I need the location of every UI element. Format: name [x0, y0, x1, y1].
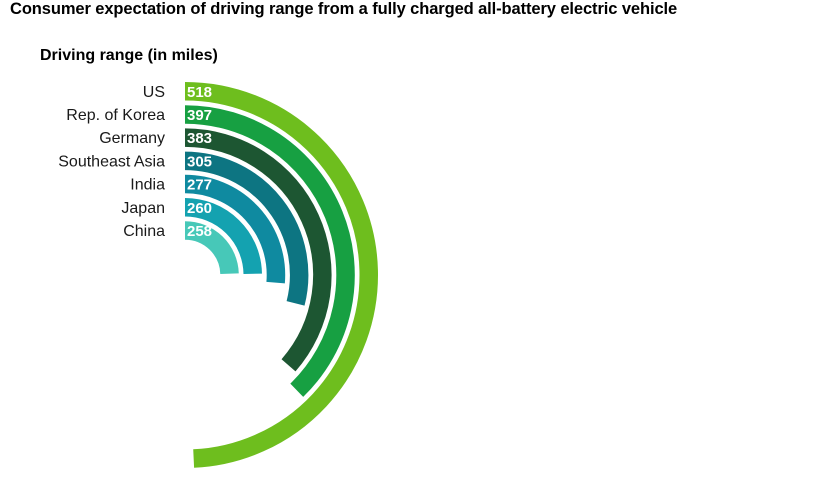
arc-us — [184, 82, 378, 468]
value-label-southeast-asia: 305 — [187, 153, 212, 170]
arc-china — [184, 221, 239, 275]
value-label-us: 518 — [187, 84, 212, 101]
category-label-china: China — [123, 223, 165, 240]
chart-title: Consumer expectation of driving range fr… — [10, 0, 678, 18]
chart-arcs — [184, 82, 378, 468]
arc-southeast-asia — [184, 151, 309, 306]
category-label-germany: Germany — [99, 130, 165, 147]
value-label-japan: 260 — [187, 200, 212, 217]
arc-india — [184, 174, 286, 284]
arc-germany — [184, 128, 332, 372]
category-label-us: US — [143, 84, 165, 101]
value-label-germany: 383 — [187, 130, 212, 147]
category-label-india: India — [130, 177, 165, 194]
arc-rep-of-korea — [184, 105, 355, 397]
chart-subtitle: Driving range (in miles) — [40, 47, 218, 64]
category-label-rep-of-korea: Rep. of Korea — [66, 107, 165, 124]
arc-japan — [184, 198, 262, 275]
category-label-southeast-asia: Southeast Asia — [58, 153, 165, 170]
value-label-china: 258 — [187, 223, 212, 240]
chart-category-labels: US Rep. of Korea Germany Southeast Asia Indi… — [58, 84, 165, 240]
category-label-japan: Japan — [121, 200, 165, 217]
value-label-india: 277 — [187, 177, 212, 194]
value-label-rep-of-korea: 397 — [187, 107, 212, 124]
chart-value-labels: 518 397 383 305 277 260 258 — [187, 84, 212, 240]
